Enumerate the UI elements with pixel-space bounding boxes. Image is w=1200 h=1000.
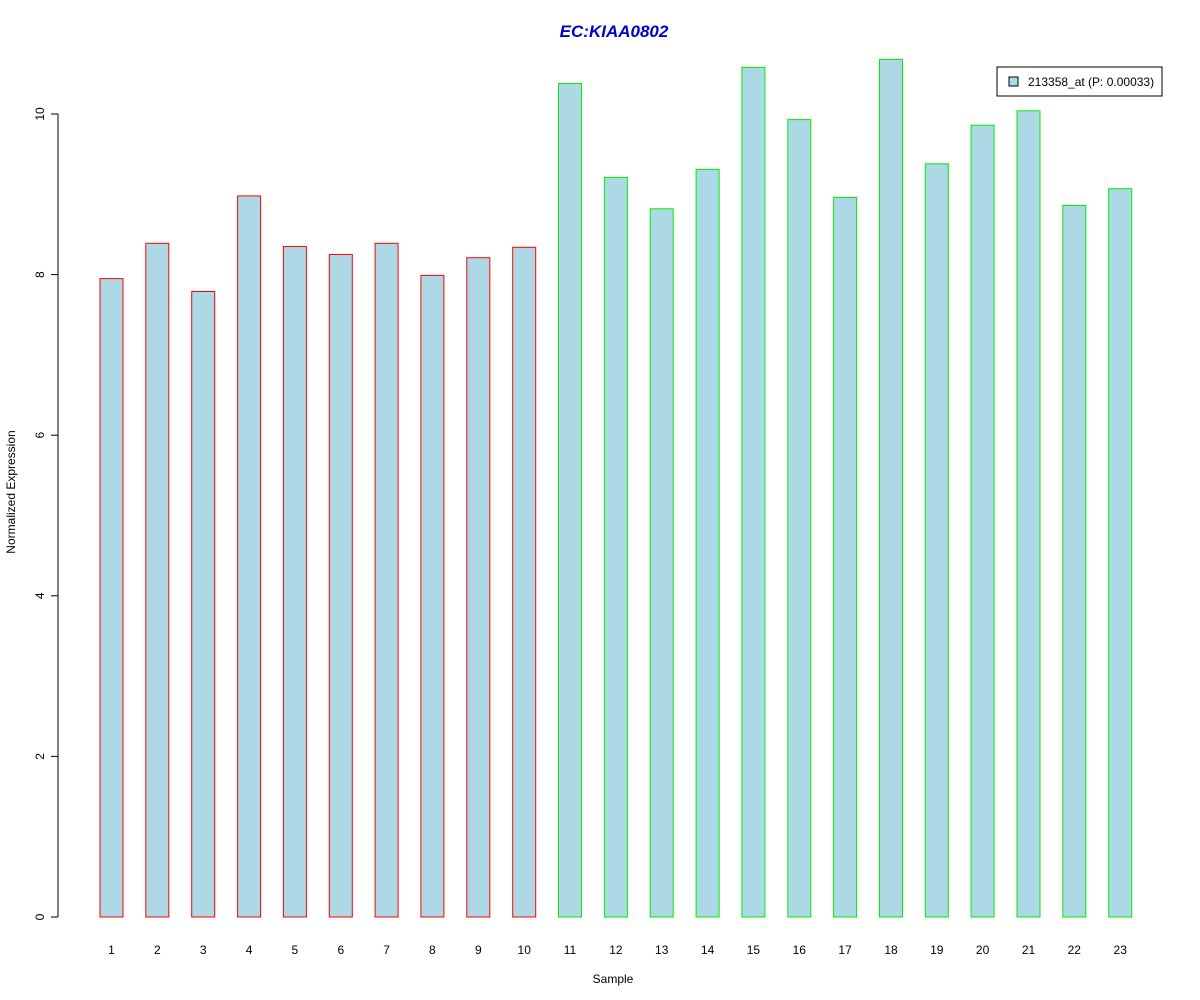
x-tick-label: 18 — [884, 943, 898, 957]
x-tick-label: 6 — [337, 943, 344, 957]
bar-sample-1 — [99, 278, 124, 918]
bar-sample-23 — [1108, 188, 1133, 918]
x-tick-label: 22 — [1068, 943, 1082, 957]
y-axis-label: Normalized Expression — [4, 430, 18, 553]
bar-sample-15 — [741, 66, 766, 918]
legend-box — [996, 66, 1163, 97]
bar-sample-19 — [924, 163, 949, 918]
bar-sample-3 — [191, 291, 216, 918]
legend-swatch — [1008, 76, 1019, 87]
y-tick-label: 2 — [33, 753, 47, 760]
y-tick-label: 6 — [33, 432, 47, 439]
x-tick-label: 5 — [292, 943, 299, 957]
x-tick-label: 15 — [747, 943, 761, 957]
x-tick-label: 23 — [1114, 943, 1128, 957]
x-tick-label: 20 — [976, 943, 990, 957]
x-tick-label: 12 — [609, 943, 623, 957]
bar-sample-10 — [512, 246, 537, 918]
x-tick-label: 11 — [564, 943, 577, 957]
y-tick-label: 8 — [33, 271, 47, 278]
bar-sample-8 — [420, 274, 445, 918]
bar-sample-2 — [145, 242, 170, 918]
bar-sample-12 — [603, 176, 628, 918]
bar-sample-5 — [282, 246, 307, 918]
x-tick-label: 1 — [108, 943, 115, 957]
legend-label: 213358_at (P: 0.00033) — [1028, 75, 1154, 89]
x-axis-label: Sample — [593, 972, 634, 986]
bar-sample-6 — [328, 254, 353, 918]
y-tick-label: 10 — [33, 107, 47, 121]
bar-sample-11 — [558, 83, 582, 918]
x-tick-label: 8 — [429, 943, 436, 957]
bar-sample-22 — [1062, 205, 1087, 918]
bar-sample-17 — [833, 197, 858, 918]
chart-title: EC:KIAA0802 — [560, 22, 669, 41]
y-tick-label: 4 — [33, 592, 47, 599]
bar-sample-9 — [466, 257, 491, 918]
x-tick-label: 21 — [1022, 943, 1036, 957]
bar-sample-7 — [374, 242, 399, 918]
x-tick-labels: 1 2 3 4 5 6 7 8 9 10 11 12 13 14 15 16 17 18 19 20 21 22 23 — [108, 943, 1127, 957]
y-axis: 0 2 4 6 8 10 — [33, 107, 59, 920]
x-tick-label: 10 — [518, 943, 532, 957]
x-tick-label: 13 — [655, 943, 669, 957]
x-tick-label: 14 — [701, 943, 715, 957]
x-tick-label: 4 — [246, 943, 253, 957]
x-tick-label: 7 — [383, 943, 390, 957]
bar-sample-18 — [879, 58, 903, 918]
x-tick-label: 9 — [475, 943, 482, 957]
x-tick-label: 16 — [793, 943, 807, 957]
y-tick-label: 0 — [33, 913, 47, 920]
bar-sample-4 — [237, 195, 262, 918]
bar-sample-21 — [1016, 110, 1041, 918]
x-tick-label: 17 — [838, 943, 852, 957]
bar-sample-14 — [695, 168, 720, 918]
bar-sample-16 — [787, 119, 812, 918]
x-tick-label: 19 — [930, 943, 944, 957]
bar-sample-20 — [970, 124, 995, 918]
legend: 213358_at (P: 0.00033) — [996, 66, 1163, 97]
bars — [99, 58, 1133, 918]
x-tick-label: 2 — [154, 943, 161, 957]
bar-sample-13 — [649, 208, 674, 918]
x-tick-label: 3 — [200, 943, 207, 957]
